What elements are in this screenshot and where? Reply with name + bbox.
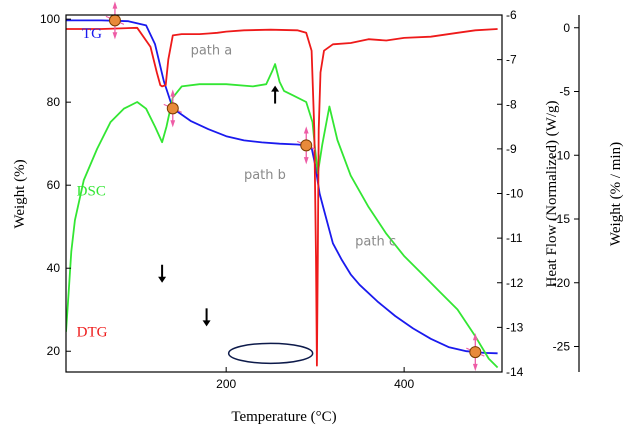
- series-line-dtg: [66, 26, 498, 367]
- y-left-tick-label: 40: [47, 261, 61, 275]
- arrow-down-icon: [158, 264, 167, 283]
- series-line-tg: [66, 19, 498, 355]
- plot-frame: [65, 14, 503, 373]
- y-right1-tick-label: -9: [506, 142, 517, 156]
- y-right1-tick-label: -7: [506, 53, 517, 67]
- y-left-tick-label: 100: [40, 12, 60, 26]
- arrow-down-icon: [202, 308, 211, 327]
- path-annotation: path b: [244, 168, 286, 183]
- y-right1-tick-label: -12: [506, 276, 524, 290]
- y-right2-tick-label: -25: [553, 340, 571, 354]
- data-point-marker: [105, 1, 125, 40]
- y-right1-tick-label: -6: [506, 8, 517, 22]
- y-right2-tick-label: -15: [553, 212, 571, 226]
- x-tick-label: 400: [394, 377, 414, 391]
- y-right2-tick-label: -10: [553, 148, 571, 162]
- y-right2-tick-label: -20: [553, 276, 571, 290]
- series-label-tg: TG: [82, 26, 102, 42]
- x-axis-title: Temperature (°C): [231, 409, 336, 425]
- y-right1-tick-label: -14: [506, 365, 524, 379]
- data-point-marker: [466, 333, 485, 372]
- y-right1-tick-label: -11: [506, 231, 523, 245]
- y-right1-tick-label: -10: [506, 187, 524, 201]
- path-annotation: path a: [191, 43, 233, 58]
- highlight-ellipse: [227, 342, 314, 365]
- arrow-up-icon: [271, 85, 280, 104]
- y-axis-left-title: Weight (%): [12, 159, 28, 228]
- data-point-marker: [163, 89, 182, 128]
- path-annotation: path c: [355, 234, 396, 249]
- series-label-dsc: DSC: [77, 184, 106, 200]
- y-right1-tick-label: -8: [506, 97, 517, 111]
- y-axis-right1-title: Heat Flow (Normalized) (W/g): [544, 100, 560, 287]
- y-left-tick-label: 60: [47, 178, 61, 192]
- y-right2-tick-label: 0: [563, 21, 570, 35]
- series-label-dtg: DTG: [77, 325, 108, 341]
- data-point-marker: [297, 126, 316, 165]
- series-line-dsc: [66, 63, 499, 369]
- x-tick-label: 200: [216, 377, 236, 391]
- y-right2-tick-label: -5: [559, 85, 570, 99]
- y-right1-tick-label: -13: [506, 320, 524, 334]
- y-left-tick-label: 20: [47, 344, 61, 358]
- y-axis-right2-title: Weight (% / min): [608, 142, 624, 246]
- y-left-tick-label: 80: [47, 95, 61, 109]
